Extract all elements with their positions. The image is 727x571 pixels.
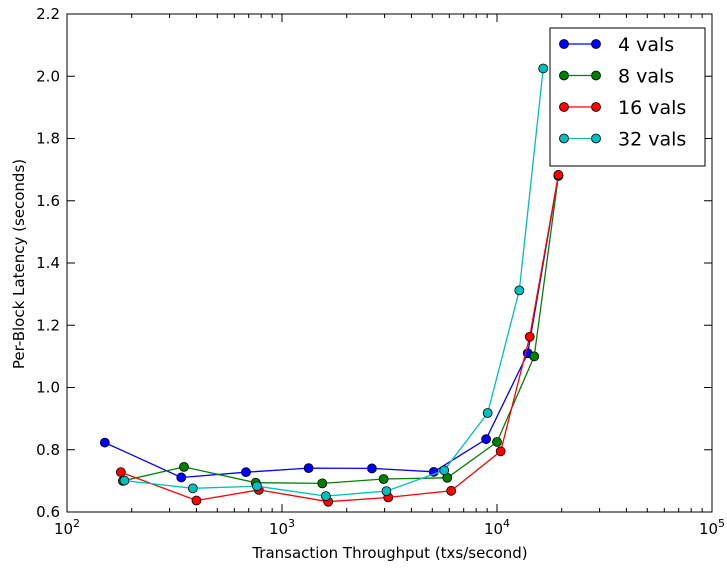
data-point xyxy=(187,483,198,494)
plot-frame xyxy=(66,13,713,513)
data-point xyxy=(495,446,506,457)
legend-label: 8 vals xyxy=(618,66,674,88)
y-tick-label: 2.2 xyxy=(36,5,60,23)
data-point xyxy=(191,495,202,506)
series-line-1 xyxy=(104,175,560,479)
data-point xyxy=(524,331,535,342)
legend-marker xyxy=(591,39,601,49)
legend-marker xyxy=(559,133,569,144)
x-tick-label: 104 xyxy=(484,517,510,538)
x-tick-label: 105 xyxy=(699,517,725,538)
data-point xyxy=(529,351,540,362)
legend-marker xyxy=(559,70,569,81)
data-point xyxy=(514,285,525,296)
data-point xyxy=(176,472,187,483)
legend-label: 32 vals xyxy=(618,129,686,151)
x-tick-label: 103 xyxy=(269,517,295,538)
series-line-3 xyxy=(120,174,560,503)
series-line-4 xyxy=(124,68,544,497)
data-point xyxy=(179,461,189,472)
data-point xyxy=(492,437,502,447)
legend-box xyxy=(549,27,706,167)
data-point xyxy=(303,463,314,474)
data-point xyxy=(378,474,389,484)
data-point xyxy=(446,485,457,496)
data-point xyxy=(320,491,331,502)
data-point xyxy=(241,467,251,478)
legend-marker xyxy=(559,39,569,49)
legend-marker xyxy=(559,102,569,112)
data-point xyxy=(317,478,328,489)
x-tick-label: 102 xyxy=(54,517,80,538)
y-axis-label: Per-Block Latency (seconds) xyxy=(10,159,28,369)
data-point xyxy=(538,63,549,74)
y-tick-label: 1.8 xyxy=(36,130,60,148)
y-tick-label: 2.0 xyxy=(36,67,60,85)
data-point xyxy=(553,170,564,180)
y-tick-label: 0.6 xyxy=(36,503,60,521)
legend-label: 16 vals xyxy=(618,97,686,119)
legend-marker xyxy=(591,102,601,112)
data-point xyxy=(482,408,493,418)
data-point xyxy=(119,475,130,486)
legend-marker xyxy=(591,133,601,144)
y-tick-label: 1.4 xyxy=(36,254,60,272)
legend-label: 4 vals xyxy=(618,34,674,56)
y-tick-label: 0.8 xyxy=(36,441,60,459)
x-axis-label: Transaction Throughput (txs/second) xyxy=(251,544,527,562)
data-point xyxy=(481,434,492,445)
y-tick-label: 1.0 xyxy=(36,379,60,397)
data-point xyxy=(99,437,110,448)
data-point xyxy=(439,465,450,476)
data-point xyxy=(367,463,377,474)
data-point xyxy=(381,486,392,497)
legend-marker xyxy=(591,70,601,81)
data-point xyxy=(252,481,262,492)
series-line-2 xyxy=(122,175,560,485)
y-tick-label: 1.2 xyxy=(36,316,60,334)
data-point xyxy=(115,467,126,478)
y-tick-label: 1.6 xyxy=(36,192,60,210)
